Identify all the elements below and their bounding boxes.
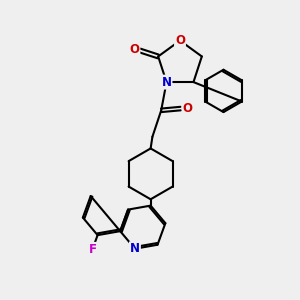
Text: N: N — [130, 242, 140, 255]
Text: O: O — [129, 43, 140, 56]
Text: F: F — [89, 243, 97, 256]
Text: O: O — [175, 34, 185, 47]
Text: O: O — [183, 102, 193, 115]
Text: N: N — [161, 76, 172, 88]
